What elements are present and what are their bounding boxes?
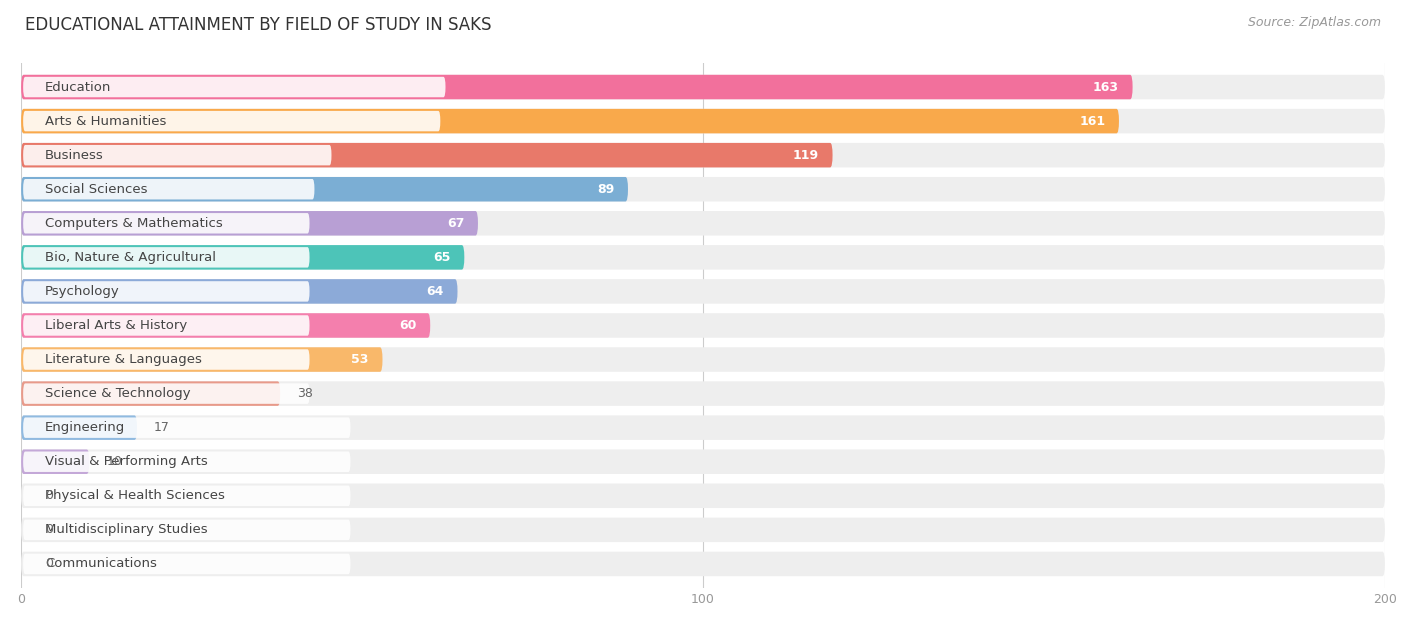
FancyBboxPatch shape — [22, 281, 309, 301]
FancyBboxPatch shape — [21, 109, 1119, 133]
FancyBboxPatch shape — [21, 177, 1385, 202]
Text: Multidisciplinary Studies: Multidisciplinary Studies — [45, 523, 208, 537]
Text: 53: 53 — [352, 353, 368, 366]
Text: Communications: Communications — [45, 557, 157, 571]
FancyBboxPatch shape — [22, 179, 315, 200]
Text: Computers & Mathematics: Computers & Mathematics — [45, 217, 222, 230]
Text: 65: 65 — [433, 251, 451, 264]
FancyBboxPatch shape — [21, 245, 464, 270]
Text: Education: Education — [45, 80, 111, 94]
Text: Arts & Humanities: Arts & Humanities — [45, 114, 166, 128]
FancyBboxPatch shape — [21, 415, 136, 440]
Text: 10: 10 — [107, 455, 122, 468]
FancyBboxPatch shape — [22, 213, 309, 233]
FancyBboxPatch shape — [21, 245, 1385, 270]
FancyBboxPatch shape — [21, 75, 1133, 99]
FancyBboxPatch shape — [22, 451, 350, 472]
Text: Social Sciences: Social Sciences — [45, 183, 148, 196]
Text: Physical & Health Sciences: Physical & Health Sciences — [45, 489, 225, 502]
FancyBboxPatch shape — [22, 145, 332, 166]
Text: 89: 89 — [598, 183, 614, 196]
FancyBboxPatch shape — [21, 143, 1385, 167]
FancyBboxPatch shape — [21, 449, 1385, 474]
FancyBboxPatch shape — [22, 111, 440, 131]
Text: 161: 161 — [1080, 114, 1105, 128]
Text: Literature & Languages: Literature & Languages — [45, 353, 202, 366]
FancyBboxPatch shape — [21, 279, 457, 304]
FancyBboxPatch shape — [21, 211, 478, 236]
FancyBboxPatch shape — [22, 418, 350, 438]
FancyBboxPatch shape — [21, 177, 628, 202]
FancyBboxPatch shape — [21, 518, 1385, 542]
FancyBboxPatch shape — [21, 552, 1385, 576]
Text: Engineering: Engineering — [45, 421, 125, 434]
Text: 163: 163 — [1092, 80, 1119, 94]
Text: 38: 38 — [297, 387, 314, 400]
FancyBboxPatch shape — [21, 415, 1385, 440]
FancyBboxPatch shape — [21, 75, 1385, 99]
FancyBboxPatch shape — [21, 109, 1385, 133]
FancyBboxPatch shape — [21, 381, 280, 406]
Text: 17: 17 — [155, 421, 170, 434]
FancyBboxPatch shape — [22, 520, 350, 540]
FancyBboxPatch shape — [21, 483, 1385, 508]
FancyBboxPatch shape — [21, 313, 1385, 337]
Text: 64: 64 — [426, 285, 444, 298]
FancyBboxPatch shape — [22, 349, 309, 370]
Text: Science & Technology: Science & Technology — [45, 387, 191, 400]
FancyBboxPatch shape — [21, 143, 832, 167]
FancyBboxPatch shape — [22, 315, 309, 336]
FancyBboxPatch shape — [22, 77, 446, 97]
Text: Psychology: Psychology — [45, 285, 120, 298]
Text: Liberal Arts & History: Liberal Arts & History — [45, 319, 187, 332]
Text: Source: ZipAtlas.com: Source: ZipAtlas.com — [1247, 16, 1381, 29]
FancyBboxPatch shape — [22, 554, 350, 574]
Text: 119: 119 — [793, 149, 818, 162]
Text: Business: Business — [45, 149, 104, 162]
Text: 60: 60 — [399, 319, 416, 332]
FancyBboxPatch shape — [21, 449, 90, 474]
Text: EDUCATIONAL ATTAINMENT BY FIELD OF STUDY IN SAKS: EDUCATIONAL ATTAINMENT BY FIELD OF STUDY… — [25, 16, 492, 33]
Text: 0: 0 — [45, 557, 53, 571]
FancyBboxPatch shape — [21, 313, 430, 337]
Text: 0: 0 — [45, 489, 53, 502]
FancyBboxPatch shape — [22, 485, 350, 506]
FancyBboxPatch shape — [21, 347, 1385, 372]
FancyBboxPatch shape — [21, 381, 1385, 406]
FancyBboxPatch shape — [22, 247, 309, 267]
FancyBboxPatch shape — [21, 347, 382, 372]
FancyBboxPatch shape — [21, 279, 1385, 304]
FancyBboxPatch shape — [22, 384, 309, 404]
Text: Visual & Performing Arts: Visual & Performing Arts — [45, 455, 208, 468]
Text: Bio, Nature & Agricultural: Bio, Nature & Agricultural — [45, 251, 217, 264]
Text: 0: 0 — [45, 523, 53, 537]
FancyBboxPatch shape — [21, 211, 1385, 236]
Text: 67: 67 — [447, 217, 464, 230]
